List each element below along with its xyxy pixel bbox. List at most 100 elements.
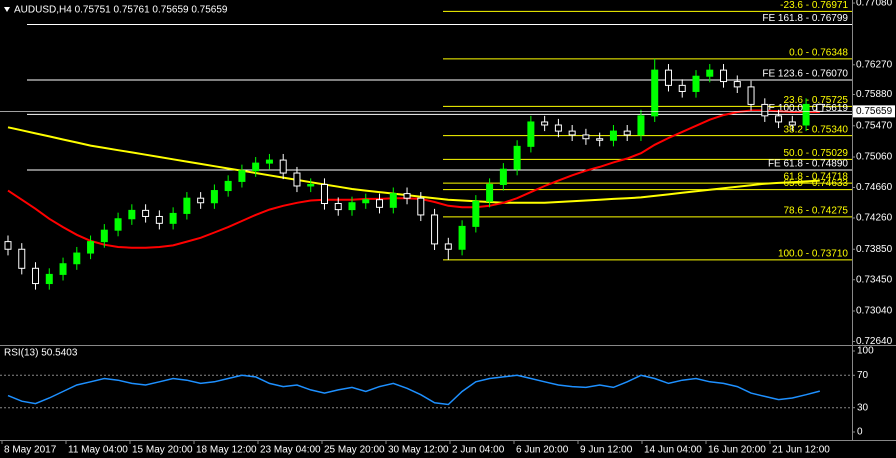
candle-body xyxy=(472,200,480,227)
y-tick-label: 0.74260 xyxy=(856,213,893,224)
candle-body xyxy=(720,69,728,83)
candle-body xyxy=(334,203,342,211)
candle-body xyxy=(307,183,315,187)
y-tick-label: 0.74660 xyxy=(856,182,893,193)
candle-body xyxy=(568,130,576,136)
candle-body xyxy=(554,124,562,132)
candle-body xyxy=(32,267,40,285)
candle-body xyxy=(293,172,301,187)
chart-title: AUDUSD,H4 0.75751 0.75761 0.75659 0.7565… xyxy=(14,5,228,16)
candle-body xyxy=(362,199,370,204)
y-tick-label: 100 xyxy=(857,346,874,357)
y-tick-label: 0.73850 xyxy=(856,244,893,255)
y-tick-label: 0.73450 xyxy=(856,274,893,285)
y-tick-label: 0.73040 xyxy=(856,306,893,317)
candle-body xyxy=(4,241,12,250)
candle-body xyxy=(733,81,741,88)
candle-body xyxy=(18,248,26,269)
candle-body xyxy=(541,121,549,126)
x-tick-label: 15 May 20:00 xyxy=(132,445,193,456)
candle-body xyxy=(252,162,260,172)
indicator-title: RSI(13) 50.5403 xyxy=(4,348,78,359)
y-tick-label: 0.76270 xyxy=(856,59,893,70)
candle-body xyxy=(431,214,439,245)
y-tick-label: 0 xyxy=(857,427,863,438)
y-tick-label: 30 xyxy=(857,402,869,413)
x-tick-label: 21 Jun 12:00 xyxy=(772,445,830,456)
candle-body xyxy=(348,202,356,211)
candle-body xyxy=(389,193,397,208)
candle-body xyxy=(197,197,205,204)
y-tick-label: 70 xyxy=(857,370,869,381)
candle-body xyxy=(623,130,631,136)
candle-body xyxy=(637,115,645,136)
candle-body xyxy=(320,183,328,205)
level-label: -23.6 - 0.76971 xyxy=(780,0,848,11)
candle-body xyxy=(802,103,810,126)
x-tick-label: 14 Jun 04:00 xyxy=(644,445,702,456)
current-price-box xyxy=(853,105,895,118)
level-label: 0.0 - 0.76348 xyxy=(789,47,848,58)
level-label: 78.6 - 0.74275 xyxy=(784,205,849,216)
candle-body xyxy=(692,75,700,92)
candle-body xyxy=(73,252,81,265)
candle-body xyxy=(87,241,95,254)
candle-body xyxy=(513,145,521,170)
candle-body xyxy=(527,121,535,147)
candle-body xyxy=(114,218,122,231)
candle-body xyxy=(775,115,783,123)
candle-body xyxy=(747,86,755,105)
candle-body xyxy=(417,197,425,216)
candle-body xyxy=(238,170,246,182)
candle-body xyxy=(100,229,108,243)
candle-body xyxy=(788,121,796,126)
candle-body xyxy=(142,209,150,217)
candle-body xyxy=(609,130,617,141)
rsi-line xyxy=(7,374,820,406)
candle-body xyxy=(678,84,686,92)
y-tick-label: 0.72640 xyxy=(856,336,893,347)
candle-body xyxy=(155,215,163,224)
level-label: 50.0 - 0.75029 xyxy=(784,148,849,159)
level-label: FE 61.8 - 0.74890 xyxy=(768,159,848,170)
y-tick-label: 0.75470 xyxy=(856,120,893,131)
candle-body xyxy=(458,225,466,250)
candle-body xyxy=(224,180,232,192)
candle-body xyxy=(664,69,672,86)
y-tick-label: 0.75880 xyxy=(856,89,893,100)
candle-body xyxy=(486,183,494,202)
candle-body xyxy=(706,69,714,77)
level-label: 65.0 - 0.74633 xyxy=(784,178,849,189)
candle-body xyxy=(183,197,191,214)
y-tick-label: 0.75060 xyxy=(856,152,893,163)
current-price-label: 0.75659 xyxy=(856,106,893,117)
x-tick-label: 2 Jun 04:00 xyxy=(452,445,505,456)
x-tick-label: 18 May 12:00 xyxy=(196,445,257,456)
candle-body xyxy=(816,103,824,112)
candle-body xyxy=(596,138,604,141)
level-label: 38.2 - 0.75340 xyxy=(784,124,849,135)
x-tick-label: 8 May 2017 xyxy=(4,445,57,456)
candle-body xyxy=(499,168,507,185)
level-label: FE 161.8 - 0.76799 xyxy=(762,13,848,24)
candle-body xyxy=(265,159,273,164)
x-tick-label: 9 Jun 12:00 xyxy=(580,445,633,456)
candle-body xyxy=(444,243,452,250)
candle-body xyxy=(279,159,287,174)
moving-average xyxy=(7,126,820,204)
x-tick-label: 6 Jun 20:00 xyxy=(516,445,569,456)
candle-body xyxy=(761,103,769,117)
x-tick-label: 23 May 04:00 xyxy=(260,445,321,456)
candle-body xyxy=(376,199,384,208)
candle-body xyxy=(59,263,67,275)
level-label: 61.8 - 0.74718 xyxy=(784,172,849,183)
candle-body xyxy=(169,212,177,224)
x-tick-label: 30 May 12:00 xyxy=(388,445,449,456)
candle-body xyxy=(582,134,590,140)
candle-body xyxy=(128,209,136,220)
moving-average xyxy=(7,109,820,249)
candle-body xyxy=(403,193,411,199)
